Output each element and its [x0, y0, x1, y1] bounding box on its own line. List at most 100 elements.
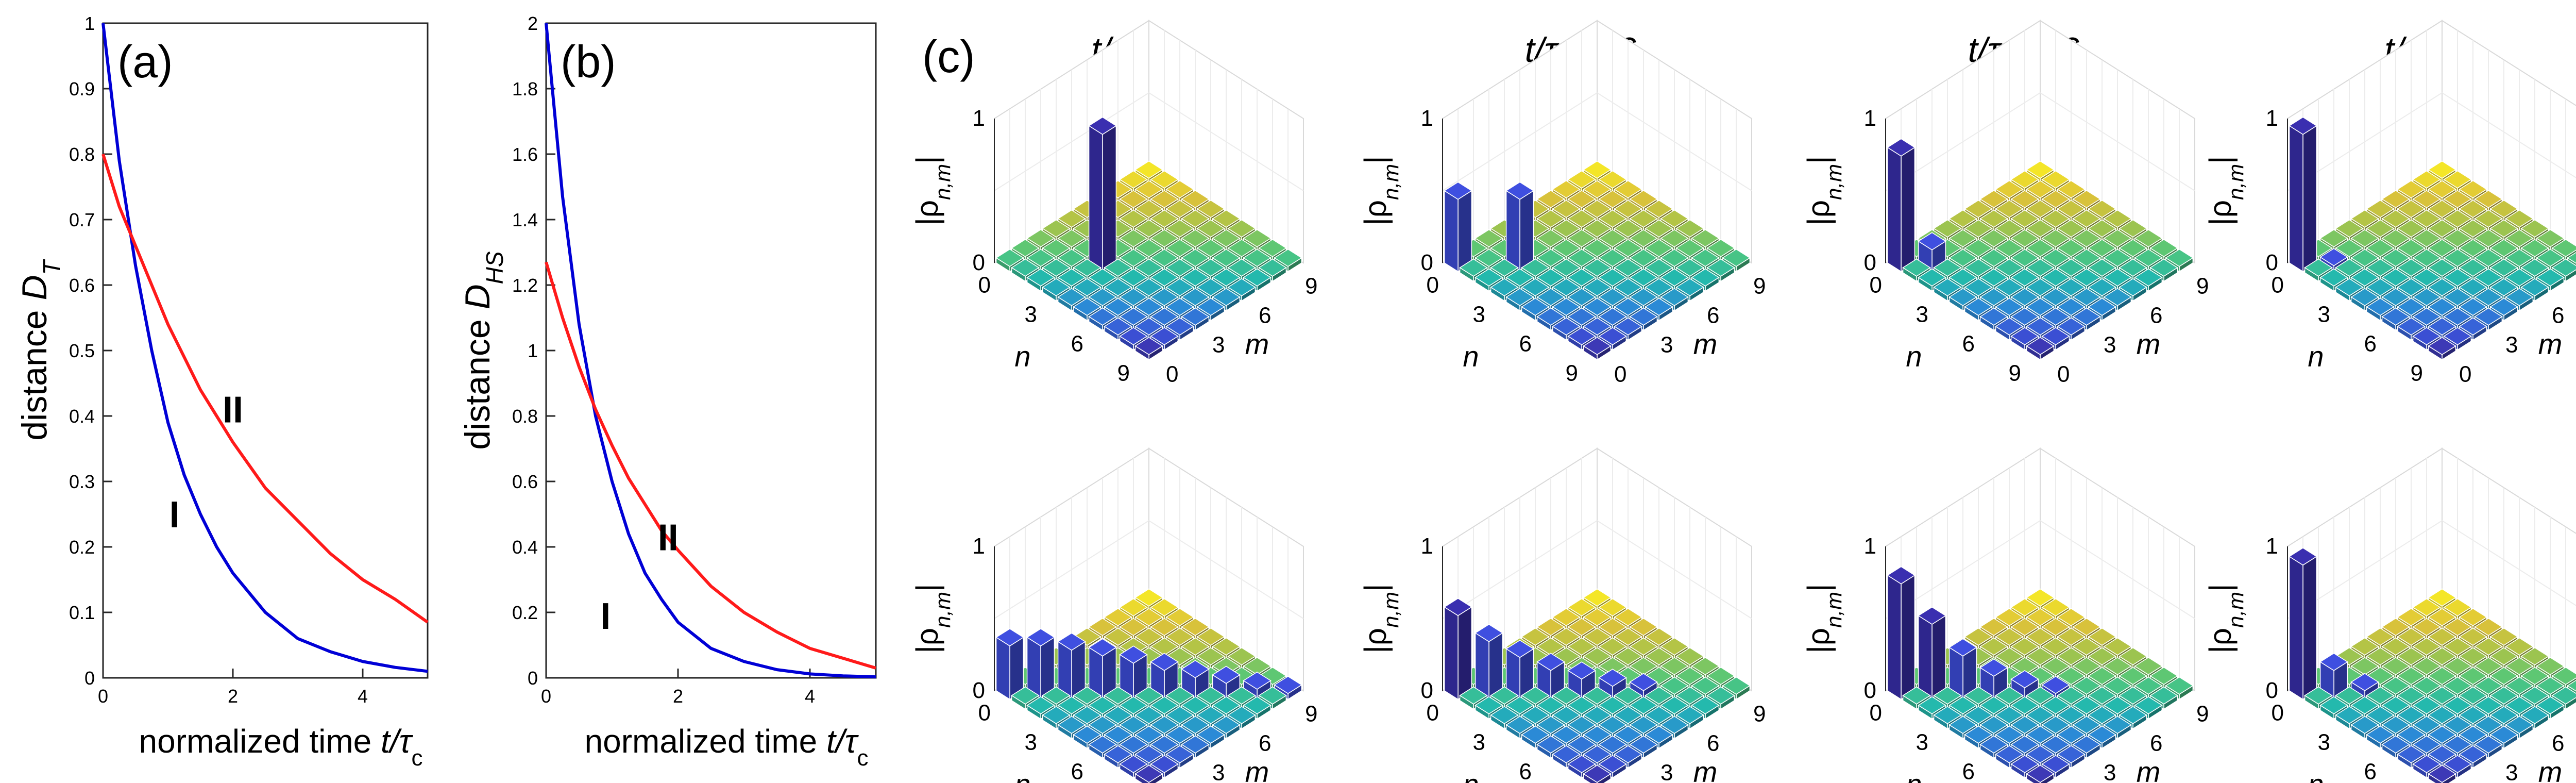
bar-face-top [2474, 288, 2503, 306]
bar-face-top [1918, 268, 1946, 287]
m-tick-label: 3 [2505, 332, 2518, 358]
bar-face-top [1583, 239, 1612, 257]
bar-face-top [2520, 258, 2549, 277]
bar-face-top [2134, 248, 2163, 267]
bar-face-top [2397, 706, 2426, 724]
bar-face-top [2335, 686, 2364, 705]
bar-face-top [2381, 676, 2410, 695]
bar-face-top [2520, 219, 2549, 238]
z-tick-label: 0 [1421, 678, 1433, 703]
bar-face-right [2302, 556, 2317, 701]
bar-face-top [2474, 209, 2503, 228]
bar-n2-m2 [1948, 638, 1977, 701]
bar-face-top [1598, 696, 1627, 714]
m-tick-label: 6 [1707, 731, 1719, 756]
z-tick-label: 1 [973, 106, 985, 131]
bar-face-top [2443, 288, 2472, 306]
z-axis-label-text: |ρ [1801, 628, 1836, 654]
bar-face-top [1536, 209, 1565, 228]
bar-face-top [1902, 686, 1931, 705]
y-tick-label: 0.8 [69, 144, 95, 165]
bar-face-top [1645, 219, 1673, 238]
bar-face-top [1552, 725, 1581, 744]
bar-face-top [2119, 239, 2147, 257]
bar-face-top [1598, 288, 1627, 306]
bar-face-top [1150, 307, 1179, 326]
bar-face-top [1583, 647, 1612, 665]
bar-face-top [1598, 637, 1627, 656]
bar-face-top [1536, 696, 1565, 714]
bar-face-top [1134, 297, 1163, 316]
bar-face-top [2119, 686, 2147, 705]
bar-face-top [1567, 229, 1596, 247]
z-axis-label: |ρn,m| [2203, 156, 2248, 225]
bar-face-top [1567, 190, 1596, 208]
bar-face-top [1196, 258, 1225, 277]
bar-face-top [1134, 608, 1163, 626]
bar-n3-m3 [1088, 116, 1117, 273]
bar-face-top [2149, 239, 2178, 257]
x-axis-label-sub: c [857, 745, 869, 771]
bar-face-top [1660, 715, 1689, 734]
bar-face-right [1458, 190, 1472, 273]
y-axis-label: distance DHS [458, 251, 508, 450]
bar-face-top [2459, 180, 2487, 198]
bar-face-top [2443, 676, 2472, 695]
bar-face-top [2072, 248, 2101, 267]
y-tick-label: 1 [84, 13, 95, 34]
y-tick-label: 0.4 [512, 537, 538, 558]
m-tick-label: 3 [1660, 760, 1673, 783]
x-axis-label-text: normalized time [139, 723, 381, 760]
bar-face-top [1490, 706, 1519, 724]
bar-face-top [1165, 219, 1194, 238]
x-axis-label-var: t/τ [381, 723, 414, 760]
bar-face-top [1104, 706, 1132, 724]
m-tick-label: 6 [1259, 303, 1271, 328]
wall-gridline [1597, 92, 1752, 191]
bar-face-top [1995, 647, 2024, 665]
bar-face-top [1212, 268, 1241, 287]
bar-face-top [2057, 745, 2086, 763]
bar-face-top [2520, 706, 2549, 724]
bar-face-top [2072, 209, 2101, 228]
bar-face-top [1979, 735, 2008, 754]
y-tick-label: 0 [84, 668, 95, 689]
bar-face-top [2010, 715, 2039, 734]
bar-face-top [2536, 696, 2565, 714]
m-tick-label: 3 [2104, 760, 2116, 783]
bar-face-top [2366, 297, 2395, 316]
bar-face-top [2381, 637, 2410, 656]
bar-face-top [2412, 190, 2441, 208]
bar-face-top [1150, 288, 1179, 306]
z-axis-label-close: | [1358, 584, 1393, 592]
bar-face-top [2041, 209, 2070, 228]
bar-face-top [1964, 725, 1993, 744]
bar-face-top [2459, 627, 2487, 646]
wall-gridline [994, 520, 1149, 619]
z-tick-label: 1 [1421, 106, 1433, 131]
bar-face-top [1979, 229, 2008, 247]
bar-face-top [2103, 696, 2132, 714]
bar-face-top [1227, 706, 1256, 724]
y-tick-label: 0.6 [512, 471, 538, 492]
bar-face-top [2088, 258, 2116, 277]
bar-n1-m1 [1918, 606, 1946, 701]
panel-label: (c) [922, 31, 975, 82]
bar-face-left [2289, 125, 2303, 273]
m-tick-label: 0 [2057, 362, 2070, 387]
bar-face-top [2072, 268, 2101, 287]
bar-face-top [2443, 755, 2472, 773]
bar-face-top [1629, 229, 1658, 247]
x-tick-label: 2 [228, 686, 238, 707]
bar-face-top [2443, 618, 2472, 636]
bar-face-top [1933, 706, 1962, 724]
z-axis-label-text: |ρ [910, 628, 944, 654]
bar-face-top [1645, 239, 1673, 257]
bar-face-left [1088, 125, 1103, 273]
bar-face-top [1521, 706, 1550, 724]
n-tick-label: 3 [2318, 730, 2330, 755]
bar-face-top [1536, 637, 1565, 656]
bar-face-top [1691, 229, 1720, 247]
bar-face-top [1675, 706, 1704, 724]
